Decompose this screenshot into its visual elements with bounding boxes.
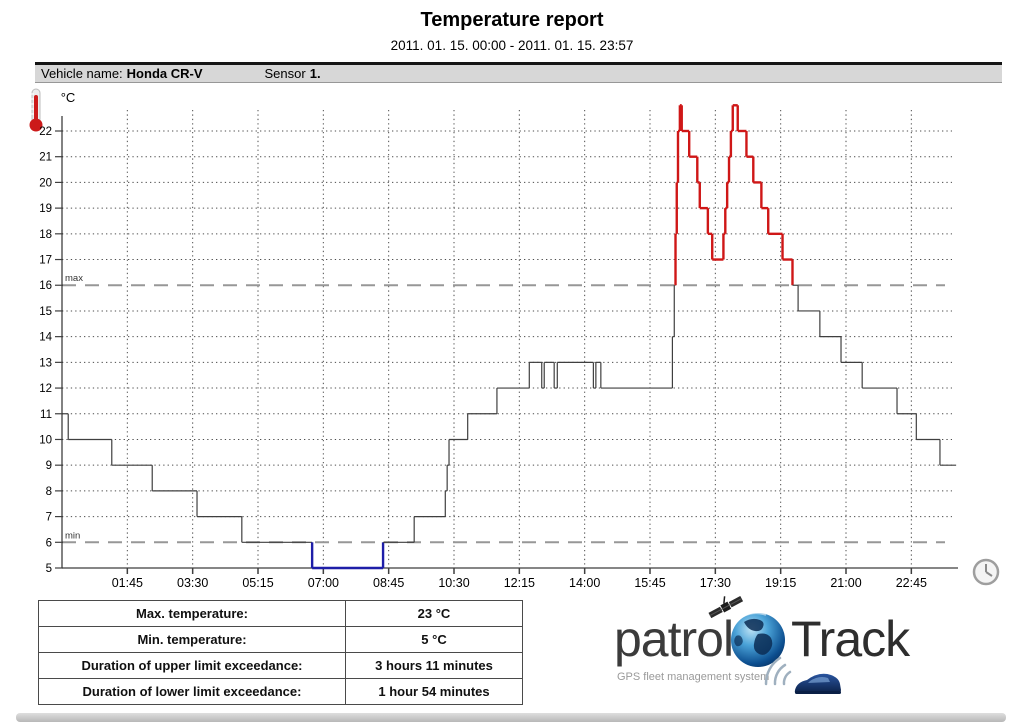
thermometer-icon [29,88,43,132]
x-tick-label: 15:45 [634,576,665,590]
vehicle-name-value: Honda CR-V [126,66,203,81]
table-row: Duration of lower limit exceedance: 1 ho… [38,678,523,705]
y-axis-unit-label: °C [61,90,76,105]
sensor-value: 1. [309,66,321,81]
y-tick-label: 14 [39,332,52,344]
y-tick-label: 21 [39,152,52,164]
summary-label: Max. temperature: [38,600,346,627]
satellite-icon [708,595,744,619]
x-tick-label: 21:00 [830,576,861,590]
report-header-bar: Vehicle name: Honda CR-V Sensor 1. [35,62,1002,83]
y-tick-label: 16 [39,280,52,292]
table-row: Min. temperature: 5 °C [38,626,523,653]
summary-value: 5 °C [345,626,523,653]
y-tick-label: 12 [39,383,52,395]
y-tick-label: 7 [46,512,52,524]
brand-right: Track [791,611,911,667]
x-tick-label: 10:30 [438,576,469,590]
summary-value: 23 °C [345,600,523,627]
plot-area: max min 5 6 7 8 9 10 11 12 13 14 15 16 17 18 19 20 21 22 01:… [39,104,958,590]
lower-limit-label: min [65,530,80,541]
globe-icon [731,612,785,667]
temperature-chart: °C max min 5 6 7 8 9 10 11 12 13 14 15 16 17 18 19 20 21 22… [29,88,1000,590]
y-tick-label: 19 [39,203,52,215]
signal-arcs-icon [764,656,792,686]
x-tick-label: 19:15 [765,576,796,590]
report-subtitle: 2011. 01. 15. 00:00 - 2011. 01. 15. 23:5… [390,38,634,53]
y-tick-label: 8 [46,486,52,498]
x-tick-label: 03:30 [177,576,208,590]
summary-value: 1 hour 54 minutes [345,678,523,705]
y-tick-label: 9 [46,460,52,472]
car-icon [794,673,841,694]
sensor-label: Sensor [264,66,306,81]
y-tick-label: 5 [46,563,52,575]
y-tick-label: 18 [39,229,52,241]
x-tick-label: 01:45 [112,576,143,590]
y-tick-label: 22 [39,126,52,138]
y-tick-label: 17 [39,255,52,267]
summary-label: Min. temperature: [38,626,346,653]
summary-label: Duration of upper limit exceedance: [38,652,346,679]
summary-value: 3 hours 11 minutes [345,652,523,679]
y-tick-label: 20 [39,177,52,189]
x-tick-label: 07:00 [308,576,339,590]
x-tick-label: 05:15 [242,576,273,590]
upper-limit-label: max [65,273,83,284]
y-tick-label: 15 [39,306,52,318]
y-tick-label: 6 [46,537,52,549]
x-tick-label: 08:45 [373,576,404,590]
x-tick-label: 12:15 [504,576,535,590]
bottom-shadow-bar [16,713,1006,722]
summary-table: Max. temperature: 23 °C Min. temperature… [38,600,523,705]
patroltrack-logo: patrol Track GPS fleet management system [612,595,912,716]
table-row: Duration of upper limit exceedance: 3 ho… [38,652,523,679]
table-row: Max. temperature: 23 °C [38,600,523,627]
brand-left: patrol [614,611,733,667]
x-tick-label: 14:00 [569,576,600,590]
y-tick-label: 11 [40,409,52,421]
summary-label: Duration of lower limit exceedance: [38,678,346,705]
y-tick-label: 10 [39,434,52,446]
clock-icon [972,558,1000,586]
x-tick-label: 22:45 [896,576,927,590]
y-tick-label: 13 [39,357,52,369]
page-title: Temperature report [420,9,604,31]
x-tick-label: 17:30 [700,576,731,590]
logo-tagline: GPS fleet management system [617,671,769,683]
vehicle-name-label: Vehicle name: [41,66,123,81]
